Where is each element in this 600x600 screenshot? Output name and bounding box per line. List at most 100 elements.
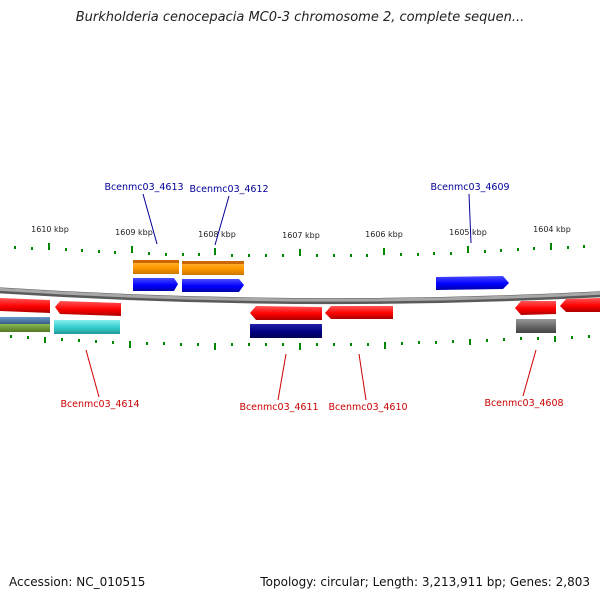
minor-tick	[537, 337, 539, 340]
minor-tick	[350, 343, 352, 346]
minor-tick	[500, 249, 502, 252]
gene-feature-navy[interactable]	[250, 324, 322, 338]
minor-tick	[182, 253, 184, 256]
minor-tick	[433, 252, 435, 255]
chromosome-backbone	[0, 287, 600, 302]
genome-summary-text: Topology: circular; Length: 3,213,911 bp…	[260, 575, 590, 589]
minor-tick	[78, 339, 80, 342]
lower-feature-track	[0, 317, 556, 338]
minor-tick	[146, 342, 148, 345]
minor-tick	[588, 335, 590, 338]
gene-feature-orange[interactable]	[133, 260, 179, 274]
minor-tick	[350, 254, 352, 257]
accession-text: Accession: NC_010515	[9, 575, 146, 589]
gene-label-bottom[interactable]: Bcenmc03_4610	[328, 402, 407, 413]
major-tick	[550, 243, 552, 250]
cds-reverse-partial-left[interactable]	[0, 298, 50, 313]
cds-reverse-bcenmc03-4611[interactable]	[250, 306, 322, 320]
minor-tick	[265, 343, 267, 346]
gene-label-bottom[interactable]: Bcenmc03_4611	[239, 402, 318, 413]
leader-line-4608	[522, 349, 537, 397]
minor-tick	[95, 340, 97, 343]
minor-tick	[114, 251, 116, 254]
scale-label: 1604 kbp	[533, 225, 571, 234]
cds-forward-bcenmc03-4609[interactable]	[436, 276, 509, 290]
gene-feature-orange[interactable]	[182, 261, 244, 275]
minor-tick	[583, 245, 585, 248]
scale-label: 1607 kbp	[282, 231, 320, 240]
minor-tick	[31, 247, 33, 250]
minor-tick	[282, 254, 284, 257]
gene-feature-gray[interactable]	[516, 319, 556, 333]
minor-tick	[248, 343, 250, 346]
major-tick	[131, 246, 133, 253]
scale-label: 1605 kbp	[449, 228, 487, 237]
leader-line-4611	[277, 353, 287, 401]
minor-tick	[418, 341, 420, 344]
minor-tick	[61, 338, 63, 341]
minor-tick	[10, 335, 12, 338]
minor-tick	[435, 341, 437, 344]
minor-tick	[165, 253, 167, 256]
minor-tick	[231, 254, 233, 257]
minor-tick	[231, 343, 233, 346]
gene-label-bottom[interactable]: Bcenmc03_4614	[60, 399, 139, 410]
gene-feature-olive[interactable]	[0, 324, 50, 332]
major-tick	[383, 248, 385, 255]
gene-feature-steel[interactable]	[0, 317, 50, 325]
minor-tick	[282, 343, 284, 346]
forward-strand-track	[133, 276, 509, 292]
minor-tick	[316, 343, 318, 346]
minor-tick	[484, 250, 486, 253]
gene-label-top[interactable]: Bcenmc03_4613	[104, 182, 183, 193]
gene-label-top[interactable]: Bcenmc03_4612	[189, 184, 268, 195]
cds-reverse-bcenmc03-4608[interactable]	[515, 301, 556, 315]
gene-label-bottom[interactable]: Bcenmc03_4608	[484, 398, 563, 409]
gene-labels: Bcenmc03_4613 Bcenmc03_4612 Bcenmc03_460…	[60, 182, 563, 413]
minor-tick	[503, 338, 505, 341]
cds-reverse-bcenmc03-4610[interactable]	[325, 306, 393, 319]
reverse-strand-track	[0, 298, 600, 320]
major-tick	[299, 249, 301, 256]
leader-line-4614	[85, 349, 100, 398]
scale-label: 1608 kbp	[198, 230, 236, 239]
minor-tick	[571, 336, 573, 339]
major-tick	[554, 336, 556, 342]
minor-tick	[417, 253, 419, 256]
minor-tick	[27, 336, 29, 339]
minor-tick	[366, 254, 368, 257]
leader-line-4612	[214, 195, 230, 246]
minor-tick	[333, 343, 335, 346]
gene-label-top[interactable]: Bcenmc03_4609	[430, 182, 509, 193]
minor-tick	[533, 247, 535, 250]
major-tick	[467, 246, 469, 253]
minor-tick	[148, 252, 150, 255]
label-leader-lines	[85, 193, 537, 401]
minor-tick	[450, 252, 452, 255]
major-tick	[299, 343, 301, 350]
minor-tick	[248, 254, 250, 257]
gene-feature-cyan[interactable]	[54, 320, 120, 334]
minor-tick	[197, 343, 199, 346]
cds-reverse-bcenmc03-4614[interactable]	[55, 301, 121, 316]
minor-tick	[198, 253, 200, 256]
lower-tick-row	[10, 335, 590, 350]
cds-forward-bcenmc03-4612[interactable]	[182, 279, 244, 292]
major-tick	[129, 341, 131, 348]
major-tick	[48, 243, 50, 250]
cds-reverse-partial-right[interactable]	[560, 298, 600, 312]
major-tick	[469, 339, 471, 345]
minor-tick	[112, 341, 114, 344]
minor-tick	[333, 254, 335, 257]
upper-orange-track	[133, 260, 244, 275]
feature-edge	[133, 260, 179, 263]
cds-forward-bcenmc03-4613[interactable]	[133, 278, 178, 291]
map-title: Burkholderia cenocepacia MC0-3 chromosom…	[75, 10, 525, 25]
minor-tick	[367, 343, 369, 346]
upper-tick-row	[14, 243, 585, 257]
feature-edge	[182, 261, 244, 264]
scale-label: 1606 kbp	[365, 230, 403, 239]
scale-labels: 1610 kbp 1609 kbp 1608 kbp 1607 kbp 1606…	[31, 225, 571, 240]
